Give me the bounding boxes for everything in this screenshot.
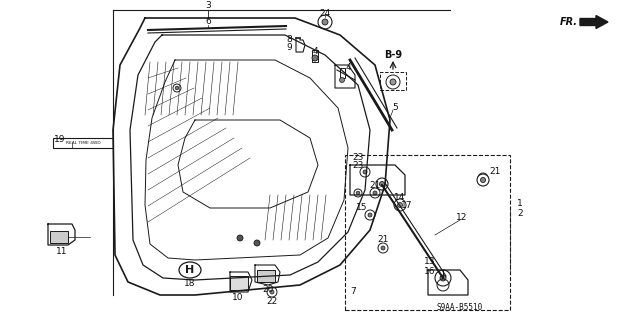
Text: 3: 3 [205, 1, 211, 10]
Circle shape [380, 182, 385, 187]
Circle shape [440, 275, 446, 281]
Text: 24: 24 [319, 9, 331, 18]
Text: FR.: FR. [560, 17, 578, 27]
Text: 20: 20 [262, 286, 274, 294]
Circle shape [363, 170, 367, 174]
Bar [312, 50, 318, 62]
FancyArrow shape [580, 16, 608, 28]
Circle shape [481, 177, 486, 182]
Circle shape [312, 55, 318, 61]
Text: 21: 21 [490, 167, 500, 176]
Bar [345, 155, 510, 310]
Text: 1: 1 [517, 198, 523, 207]
Text: 13: 13 [424, 257, 436, 266]
Text: 12: 12 [456, 213, 468, 222]
Text: 18: 18 [184, 278, 196, 287]
Text: 16: 16 [424, 268, 436, 277]
Bar [340, 68, 345, 78]
Text: 6: 6 [205, 18, 211, 26]
Circle shape [270, 290, 274, 294]
Circle shape [339, 78, 344, 83]
Text: 17: 17 [401, 202, 413, 211]
Text: 23: 23 [352, 160, 364, 169]
Circle shape [390, 79, 396, 85]
Text: 15: 15 [356, 204, 368, 212]
Circle shape [373, 191, 377, 195]
Bar [53, 138, 113, 148]
Circle shape [381, 246, 385, 250]
Text: 4: 4 [312, 47, 318, 56]
Circle shape [368, 213, 372, 217]
Text: 23: 23 [352, 152, 364, 161]
Circle shape [322, 19, 328, 25]
Text: 11: 11 [56, 248, 68, 256]
Text: 2: 2 [517, 209, 523, 218]
Text: S9AA-B5510: S9AA-B5510 [437, 303, 483, 313]
Text: 7: 7 [350, 287, 356, 296]
Circle shape [356, 191, 360, 195]
Text: 14: 14 [394, 192, 406, 202]
Circle shape [175, 86, 179, 90]
Text: 21: 21 [378, 235, 388, 244]
Text: 10: 10 [232, 293, 244, 302]
Text: B-9: B-9 [384, 50, 402, 60]
Bar [230, 276, 248, 290]
Circle shape [397, 203, 403, 207]
Text: 19: 19 [54, 136, 66, 145]
Circle shape [435, 270, 451, 286]
Circle shape [477, 174, 489, 186]
Circle shape [237, 235, 243, 241]
Circle shape [376, 178, 388, 190]
Text: 9: 9 [286, 43, 292, 53]
Circle shape [254, 240, 260, 246]
Text: 4: 4 [345, 63, 351, 72]
Text: 22: 22 [266, 296, 278, 306]
Text: REAL TIME 4WD: REAL TIME 4WD [66, 141, 100, 145]
Bar [257, 270, 275, 282]
Text: 8: 8 [286, 35, 292, 44]
Text: 21: 21 [369, 181, 381, 189]
Text: 5: 5 [392, 103, 398, 113]
Bar [380, 72, 406, 90]
Circle shape [481, 176, 485, 180]
Text: H: H [186, 265, 195, 275]
Bar [50, 231, 68, 243]
